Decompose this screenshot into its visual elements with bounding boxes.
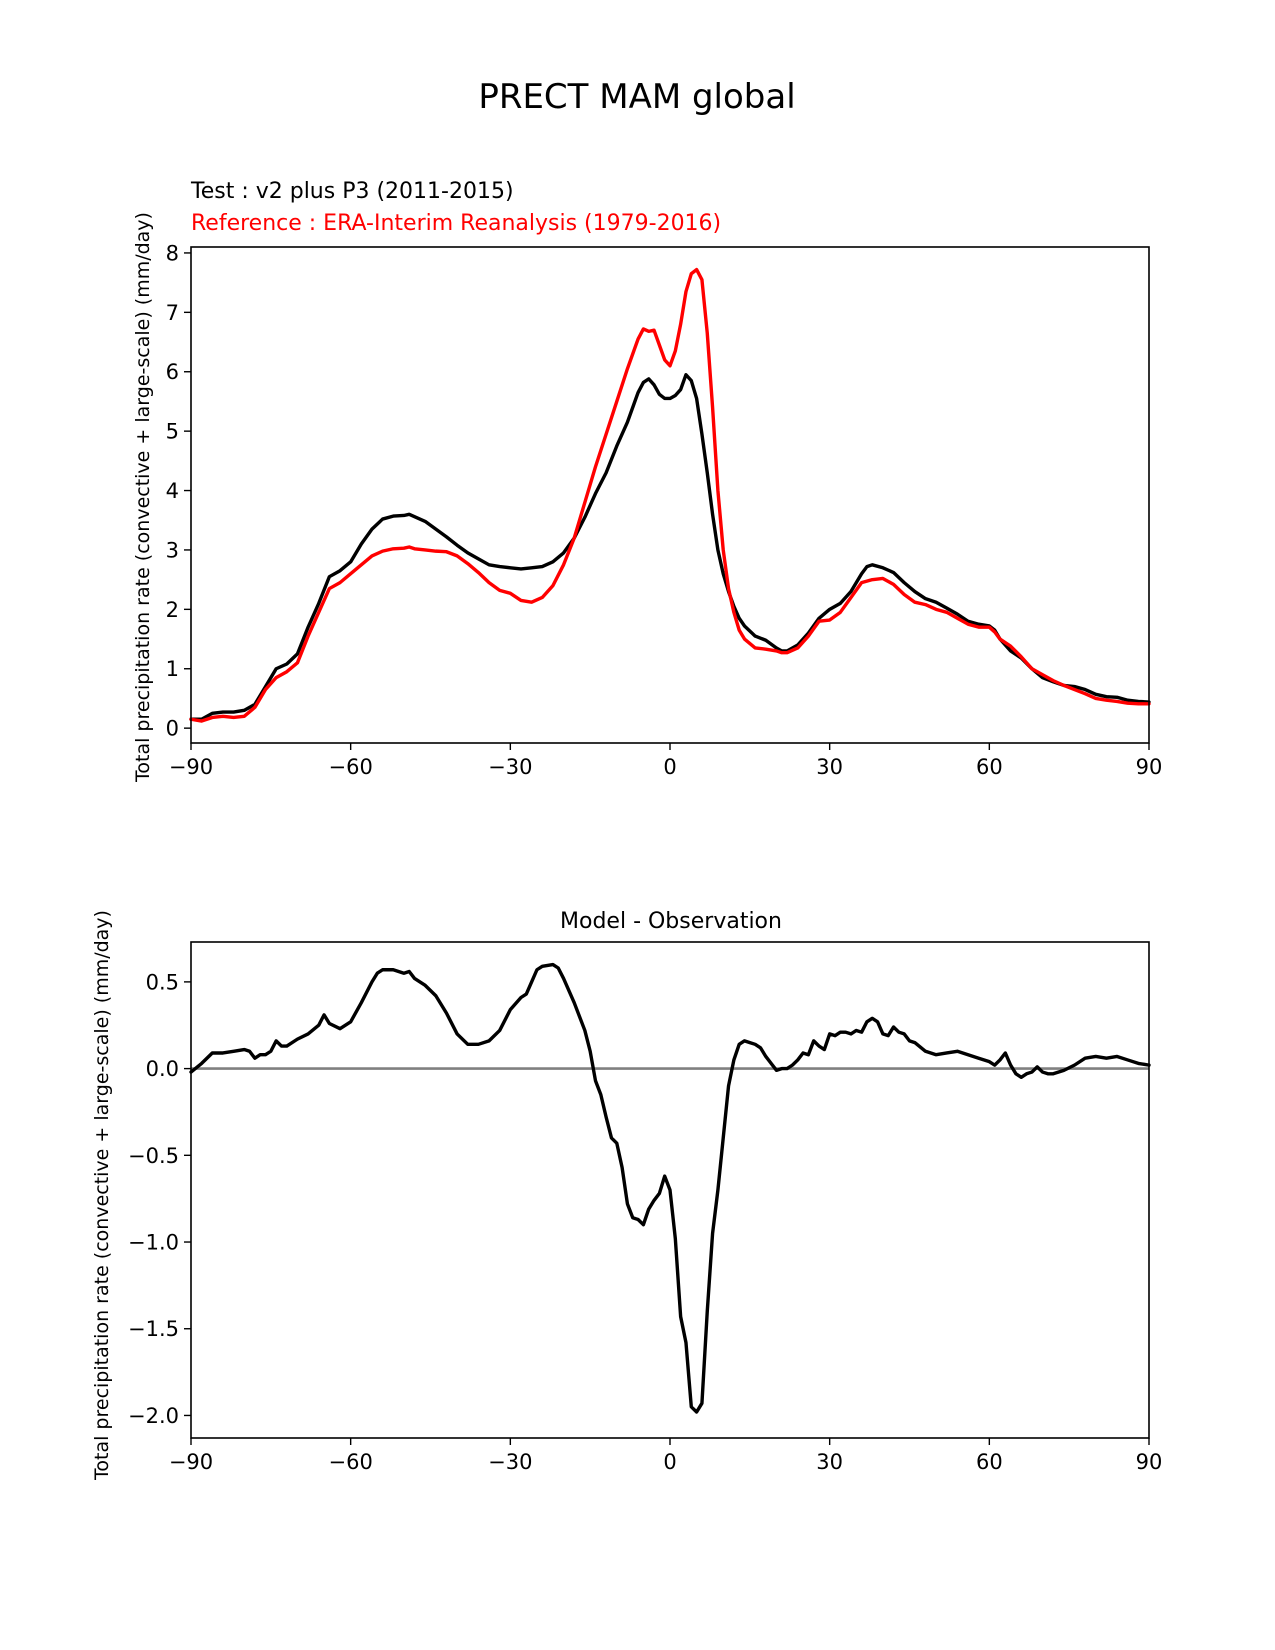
top-xtick-label: 60 [976,755,1003,779]
top-series-test [189,373,1151,721]
top-panel: Test : v2 plus P3 (2011-2015) Reference … [132,179,1162,783]
bottom-panel: Model - Observation Total precipitation … [91,909,1162,1481]
top-ytick-label: 4 [166,479,179,503]
bottom-ytick-label: −0.5 [128,1144,179,1168]
bottom-plot-area: −90 −60 −30 0 30 60 90 0.5 0.0 −0.5 −1.0 −1.5 −2.0 [128,941,1163,1474]
top-xtick-label: −90 [169,755,213,779]
top-ytick-label: 7 [166,301,179,325]
reference-title: Reference : ERA-Interim Reanalysis (1979… [191,211,721,236]
bottom-xtick-label: −60 [329,1450,373,1474]
bottom-xtick-label: 60 [976,1450,1003,1474]
bottom-xtick-label: −90 [169,1450,213,1474]
bottom-xtick-label: 30 [816,1450,843,1474]
top-xtick-label: 30 [816,755,843,779]
top-series-reference [189,267,1151,723]
bottom-series-model-observation [189,962,1151,1414]
bottom-ytick-label: 0.0 [146,1057,179,1081]
figure-title: PRECT MAM global [478,77,795,117]
top-ytick-label: 6 [166,360,179,384]
top-plot-area: −90 −60 −30 0 30 60 90 0 1 2 3 4 5 6 7 8 [166,241,1163,779]
top-ytick-label: 8 [166,241,179,265]
top-ytick-label: 5 [166,420,179,444]
top-xtick-label: 0 [663,755,676,779]
test-title: Test : v2 plus P3 (2011-2015) [190,179,514,204]
top-xtick-label: 90 [1136,755,1163,779]
bottom-xtick-label: 0 [663,1450,676,1474]
top-ytick-label: 1 [166,657,179,681]
bottom-ytick-label: 0.5 [146,970,179,994]
bottom-xtick-label: −30 [488,1450,532,1474]
top-xtick-label: −60 [329,755,373,779]
top-ytick-label: 2 [166,598,179,622]
bottom-ylabel: Total precipitation rate (convective + l… [91,910,113,1481]
top-xtick-label: −30 [488,755,532,779]
top-ylabel: Total precipitation rate (convective + l… [132,212,154,783]
bottom-ytick-label: −1.0 [128,1231,179,1255]
bottom-title: Model - Observation [560,909,782,934]
bottom-ytick-label: −1.5 [128,1317,179,1341]
top-ytick-label: 0 [166,717,179,741]
bottom-xtick-label: 90 [1136,1450,1163,1474]
top-ytick-label: 3 [166,538,179,562]
bottom-ytick-label: −2.0 [128,1404,179,1428]
